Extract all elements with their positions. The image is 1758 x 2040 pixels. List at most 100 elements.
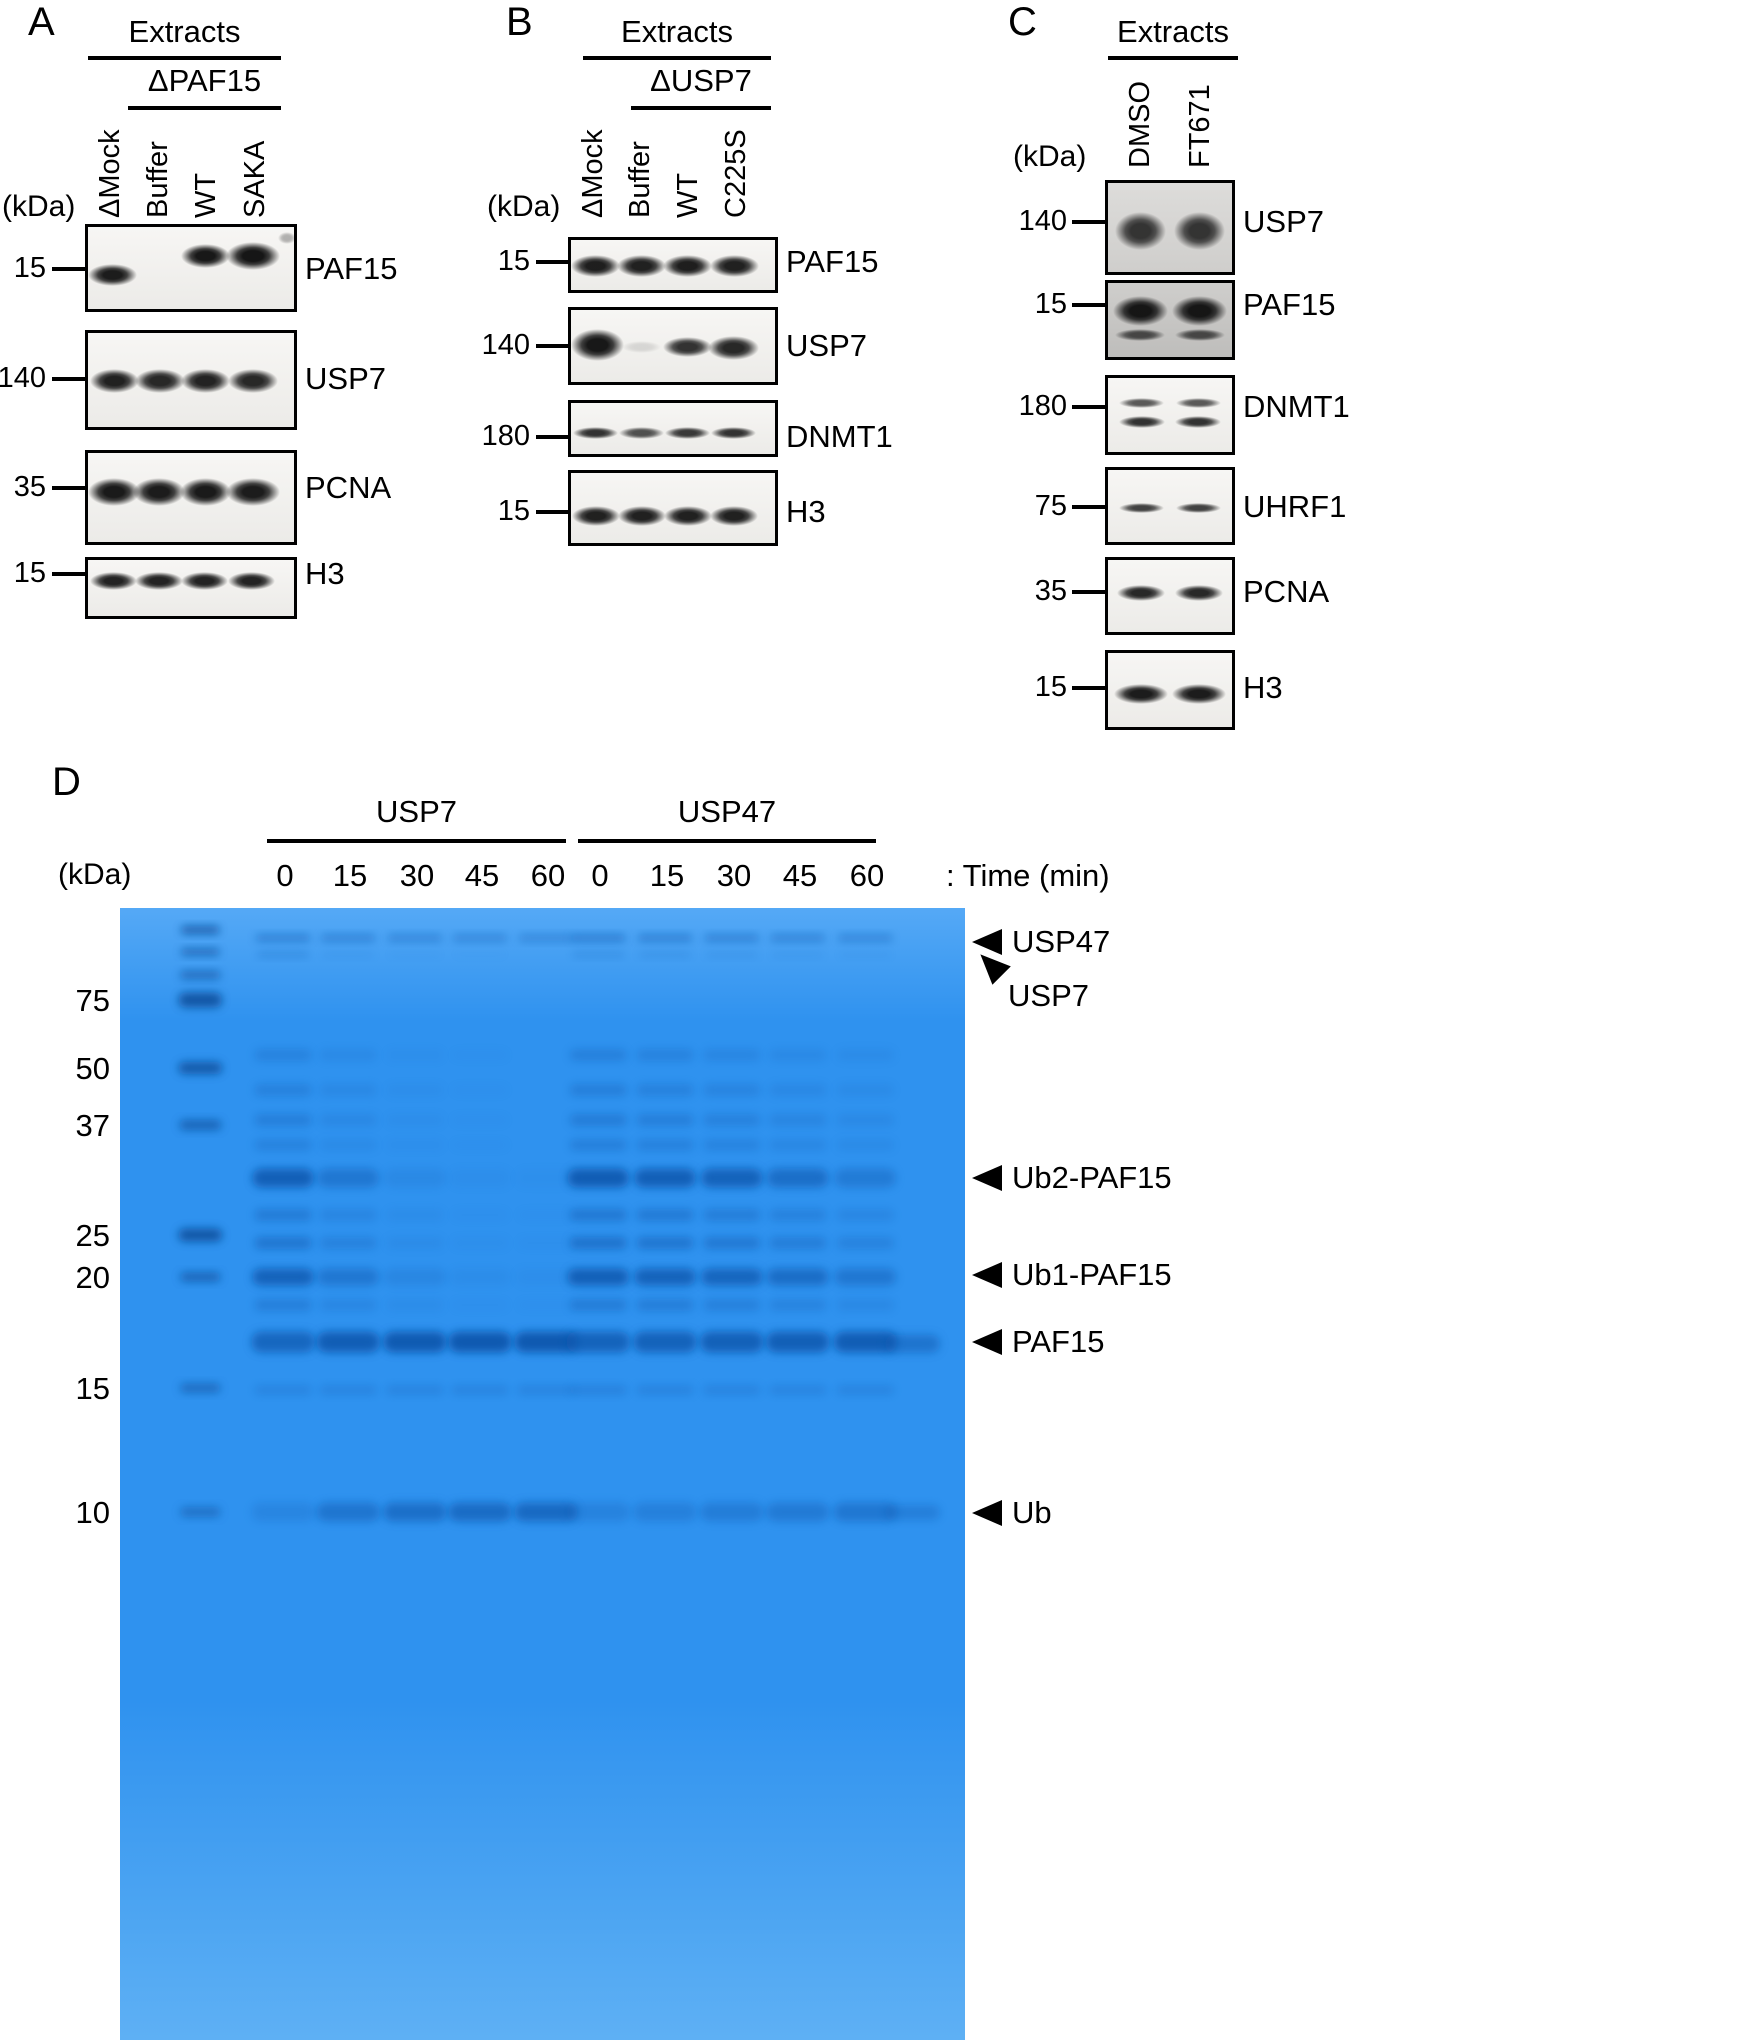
- arrow-ub: [972, 1500, 1002, 1526]
- gel-band: [254, 1299, 312, 1311]
- blot-band: [226, 478, 280, 506]
- annotation-paf15: PAF15: [1012, 1324, 1105, 1359]
- gel-band: [180, 1272, 221, 1282]
- panel-a-subheader: ΔPAF15: [147, 63, 262, 98]
- panel-c-label: C: [1008, 0, 1037, 44]
- blot-band: [664, 427, 710, 439]
- gel-band: [317, 1168, 379, 1188]
- gel-band: [316, 1331, 380, 1353]
- gel-band: [703, 1385, 761, 1395]
- gel-band: [386, 1385, 444, 1395]
- gel-band: [319, 1139, 377, 1151]
- blot-band: [571, 329, 625, 361]
- arrow-usp47: [972, 929, 1002, 955]
- gel-band: [636, 1139, 694, 1151]
- gel-marker-15: 15: [75, 1371, 110, 1406]
- usp7-time-0: 0: [276, 858, 294, 893]
- blot-band: [88, 264, 138, 286]
- blot-b-usp7: [568, 307, 778, 385]
- gel-band: [180, 926, 220, 934]
- gel-band: [386, 1299, 444, 1311]
- gel-band: [836, 1049, 895, 1061]
- gel-band: [636, 1237, 694, 1249]
- panel-a-tick-3: [52, 572, 88, 576]
- panel-c-marker-0: 140: [1018, 205, 1067, 237]
- gel-band: [451, 1049, 509, 1061]
- gel-band: [569, 1114, 627, 1126]
- blot-b-paf15: [568, 237, 778, 293]
- blot-band: [707, 336, 759, 360]
- gel-band: [451, 1237, 509, 1249]
- blot-b-dnmt1: [568, 400, 778, 457]
- panel-a-label: A: [28, 0, 55, 44]
- gel-band: [569, 1385, 627, 1395]
- usp47-time-15: 15: [649, 858, 685, 893]
- blot-band: [180, 244, 231, 268]
- blot-band: [663, 506, 712, 526]
- gel-band: [451, 1140, 509, 1151]
- usp7-time-45: 45: [464, 858, 500, 893]
- usp7-group-underline: [267, 839, 566, 843]
- panel-c-protein-0: USP7: [1243, 204, 1324, 239]
- gel-band: [178, 1062, 223, 1074]
- gel-band: [771, 951, 824, 958]
- gel-band: [636, 1049, 694, 1061]
- panel-c-tick-1: [1072, 303, 1108, 307]
- gel-band: [569, 1209, 627, 1221]
- gel-band: [254, 1237, 312, 1249]
- panel-a-lane-wt: WT: [190, 172, 222, 218]
- blot-band: [1119, 398, 1164, 408]
- blot-band: [180, 369, 231, 393]
- usp47-time-60: 60: [849, 858, 885, 893]
- gel-band: [769, 1139, 827, 1151]
- blot-band: [1173, 212, 1225, 250]
- gel-band: [700, 1331, 764, 1353]
- blot-band: [573, 427, 618, 439]
- blot-band: [1115, 329, 1166, 341]
- panel-c-protein-4: PCNA: [1243, 574, 1330, 609]
- gel-band: [254, 1385, 312, 1395]
- gel-marker-25: 25: [75, 1218, 110, 1253]
- gel-band: [769, 1114, 827, 1126]
- gel-band: [449, 1268, 511, 1286]
- gel-band: [386, 1114, 444, 1126]
- arrow-paf15: [972, 1329, 1002, 1355]
- gel-band: [451, 1299, 509, 1311]
- gel-band: [566, 1331, 630, 1353]
- gel-band: [700, 1502, 764, 1522]
- usp7-time-15: 15: [332, 858, 368, 893]
- panel-a-extracts-underline: [88, 56, 281, 60]
- gel-band: [836, 1139, 895, 1151]
- gel-band: [319, 1084, 377, 1096]
- blot-band: [616, 255, 666, 277]
- gel-band: [180, 948, 220, 956]
- panel-c-tick-0: [1072, 220, 1108, 224]
- panel-c-protein-5: H3: [1243, 670, 1283, 705]
- panel-b-marker-2: 180: [481, 420, 530, 452]
- gel-band: [569, 1084, 627, 1096]
- panel-c-protein-3: UHRF1: [1243, 489, 1347, 524]
- blot-band: [180, 572, 229, 590]
- gel-band: [703, 1139, 761, 1151]
- gel-band: [515, 1168, 577, 1188]
- gel-band: [703, 1209, 761, 1221]
- panel-b-lane-mock: ΔMock: [577, 129, 609, 218]
- gel-band: [633, 1331, 697, 1353]
- gel-band: [634, 1268, 696, 1286]
- panel-a-protein-0: PAF15: [305, 251, 398, 286]
- gel-band: [567, 1268, 630, 1286]
- gel-marker-20: 20: [75, 1260, 110, 1295]
- gel-band: [703, 1049, 761, 1061]
- gel-band: [514, 1331, 578, 1353]
- panel-a-protein-1: USP7: [305, 361, 386, 396]
- gel-band: [567, 1168, 630, 1188]
- panel-b-tick-3: [536, 510, 572, 514]
- gel-band: [638, 951, 692, 958]
- blot-band: [709, 506, 758, 526]
- panel-b-protein-2: DNMT1: [786, 419, 893, 454]
- blot-c-paf15: [1105, 280, 1235, 360]
- panel-d-label: D: [52, 760, 81, 804]
- panel-a-tick-0: [52, 267, 88, 271]
- annotation-usp47: USP47: [1012, 924, 1111, 959]
- blot-band: [1115, 212, 1167, 250]
